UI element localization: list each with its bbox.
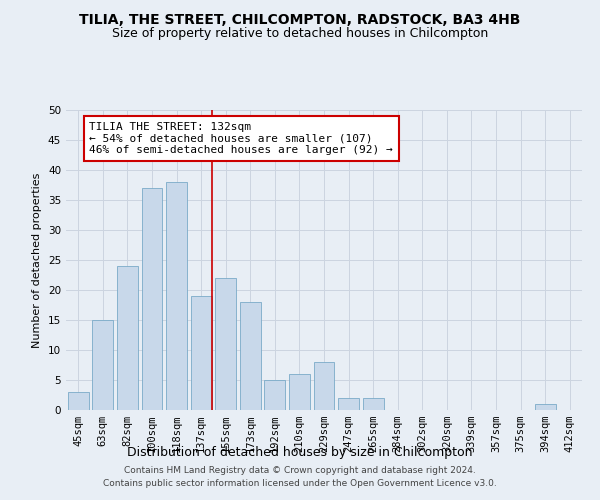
Y-axis label: Number of detached properties: Number of detached properties [32, 172, 43, 348]
Bar [117, 266, 138, 410]
Bar [166, 182, 187, 410]
Text: Size of property relative to detached houses in Chilcompton: Size of property relative to detached ho… [112, 28, 488, 40]
Bar [191, 296, 212, 410]
Text: Contains HM Land Registry data © Crown copyright and database right 2024.
Contai: Contains HM Land Registry data © Crown c… [103, 466, 497, 487]
Bar [68, 392, 89, 410]
Bar [338, 398, 359, 410]
Bar [362, 398, 383, 410]
Text: Distribution of detached houses by size in Chilcompton: Distribution of detached houses by size … [127, 446, 473, 459]
Text: TILIA, THE STREET, CHILCOMPTON, RADSTOCK, BA3 4HB: TILIA, THE STREET, CHILCOMPTON, RADSTOCK… [79, 12, 521, 26]
Bar [314, 362, 334, 410]
Bar [215, 278, 236, 410]
Bar [265, 380, 286, 410]
Bar [240, 302, 261, 410]
Bar [289, 374, 310, 410]
Text: TILIA THE STREET: 132sqm
← 54% of detached houses are smaller (107)
46% of semi-: TILIA THE STREET: 132sqm ← 54% of detach… [89, 122, 393, 155]
Bar [142, 188, 163, 410]
Bar [92, 320, 113, 410]
Bar [535, 404, 556, 410]
